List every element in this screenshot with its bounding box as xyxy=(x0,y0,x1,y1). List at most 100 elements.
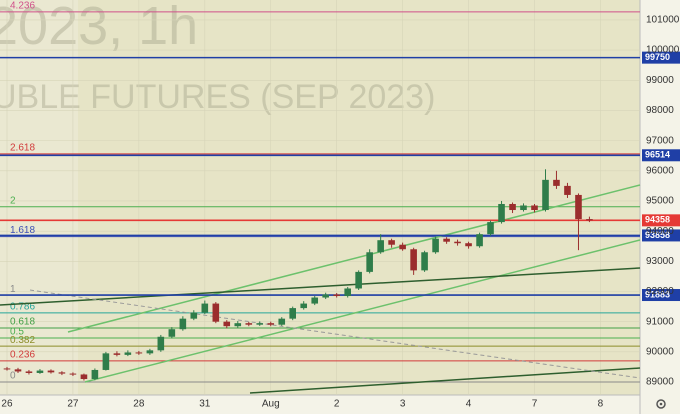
candle-body xyxy=(509,203,516,211)
fib-label: 0.236 xyxy=(10,350,35,361)
trend-line xyxy=(249,367,641,394)
watermark: 2023, 1h xyxy=(0,0,198,56)
candle-body xyxy=(487,222,494,235)
candle-body xyxy=(575,194,582,220)
price-tag-label: 94358 xyxy=(645,215,670,225)
candle-body xyxy=(124,352,132,355)
fib-label: 2.618 xyxy=(10,143,35,154)
x-tick-label: Aug xyxy=(262,399,280,410)
x-tick-label: 28 xyxy=(133,399,145,410)
fib-label: 0.786 xyxy=(10,302,35,313)
candle-body xyxy=(157,336,165,351)
candle-body xyxy=(146,350,154,354)
x-tick-label: 3 xyxy=(400,399,406,410)
candle-body xyxy=(553,179,560,186)
candle-body xyxy=(344,288,351,297)
candle-body xyxy=(542,179,549,211)
candle-body xyxy=(355,271,362,289)
settings-icon[interactable] xyxy=(656,399,666,409)
trend-lines xyxy=(0,184,641,394)
fib-label: 0 xyxy=(10,371,16,382)
candle-body xyxy=(80,374,88,380)
price-tag xyxy=(642,289,680,302)
y-tick-label: 99000 xyxy=(646,75,674,86)
candle-body xyxy=(168,329,176,337)
candle-body xyxy=(421,252,428,271)
x-tick-label: 7 xyxy=(532,399,538,410)
y-tick-label: 91000 xyxy=(646,316,674,327)
price-tag-label: 93858 xyxy=(645,230,670,240)
candle-body xyxy=(531,205,538,211)
y-tick-label: 96000 xyxy=(646,165,674,176)
candle-body xyxy=(47,370,55,373)
trend-line xyxy=(84,239,641,383)
candle-body xyxy=(212,303,220,322)
fib-label: 4.236 xyxy=(10,1,35,12)
candle-body xyxy=(388,240,395,245)
price-tag-label: 99750 xyxy=(645,52,670,62)
candle-body xyxy=(498,203,505,223)
settings-gear[interactable] xyxy=(656,399,666,409)
y-tick-label: 90000 xyxy=(646,346,674,357)
price-tag-label: 91883 xyxy=(645,289,670,299)
candle-body xyxy=(278,318,286,325)
candle-body xyxy=(91,369,99,380)
candle-body xyxy=(586,219,593,221)
candle-body xyxy=(245,323,253,325)
candle-body xyxy=(454,241,461,244)
time-axis xyxy=(0,395,640,414)
x-tick-label: 26 xyxy=(1,399,13,410)
candle-body xyxy=(366,252,373,272)
candle-body xyxy=(322,294,329,298)
candle-body xyxy=(410,249,417,271)
candle-body xyxy=(520,205,527,211)
price-axis xyxy=(640,0,680,414)
candle-body xyxy=(179,318,187,330)
fib-label: 1.618 xyxy=(10,225,35,236)
y-tick-label: 100000 xyxy=(646,45,680,56)
candle-body xyxy=(69,373,77,375)
fib-label: 0.5 xyxy=(10,327,24,338)
y-tick-label: 98000 xyxy=(646,105,674,116)
settings-gear-center[interactable] xyxy=(659,402,663,406)
y-tick-label: 95000 xyxy=(646,196,674,207)
candle-body xyxy=(465,243,472,247)
trend-line xyxy=(0,267,641,306)
candle-body xyxy=(476,234,483,247)
price-tag xyxy=(642,214,680,227)
candle-body xyxy=(267,323,275,325)
x-tick-label: 8 xyxy=(598,399,604,410)
candle-body xyxy=(135,352,143,354)
candle-body xyxy=(377,240,384,253)
price-tag xyxy=(642,51,680,64)
x-tick-label: 2 xyxy=(334,399,340,410)
y-tick-label: 97000 xyxy=(646,135,674,146)
candle-body xyxy=(223,321,231,327)
trend-line xyxy=(29,289,641,379)
price-tag xyxy=(642,149,680,162)
candle-body xyxy=(443,238,450,242)
candle-body xyxy=(300,303,308,309)
candle-body xyxy=(289,308,296,319)
plot-background xyxy=(0,0,640,395)
fib-label: 1 xyxy=(10,284,16,295)
fib-label: 2 xyxy=(10,195,16,206)
candle-body xyxy=(14,369,22,372)
candle-body xyxy=(564,185,571,195)
y-tick-label: 94000 xyxy=(646,226,674,237)
candle-body xyxy=(201,303,209,313)
y-tick-label: 101000 xyxy=(646,15,680,26)
plot-shade xyxy=(0,0,78,395)
price-tag-label: 96514 xyxy=(645,150,670,160)
candle-body xyxy=(311,297,319,304)
candle-body xyxy=(102,353,110,370)
price-tag xyxy=(642,229,680,242)
watermark: UBLE FUTURES (SEP 2023) xyxy=(0,78,435,116)
candle-body xyxy=(190,312,198,319)
candle-body xyxy=(333,294,340,297)
y-tick-label: 89000 xyxy=(646,377,674,388)
x-tick-label: 27 xyxy=(67,399,79,410)
candle-body xyxy=(432,238,439,253)
candle-body xyxy=(256,323,264,325)
